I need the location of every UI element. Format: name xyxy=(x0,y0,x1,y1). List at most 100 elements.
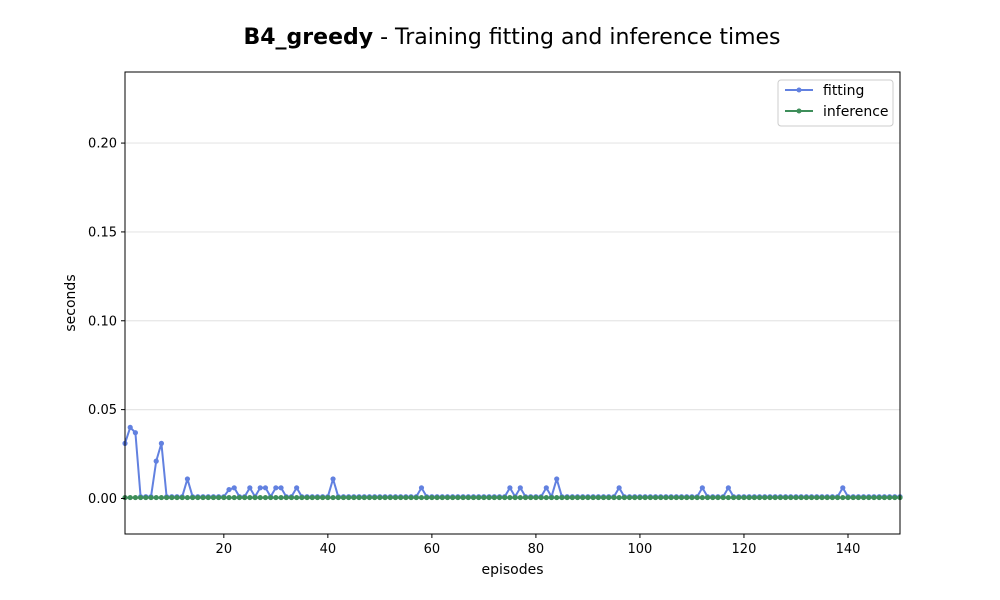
data-point-inference xyxy=(621,494,627,501)
data-point-inference xyxy=(600,494,607,501)
data-point-inference xyxy=(330,494,336,501)
data-point-inference xyxy=(782,494,789,501)
data-point-inference xyxy=(533,494,539,501)
data-point-inference xyxy=(819,494,825,501)
data-point-inference xyxy=(299,494,305,501)
data-point-inference xyxy=(252,494,258,501)
data-point-inference xyxy=(751,494,757,501)
series-fitting xyxy=(122,424,903,500)
data-point-inference xyxy=(616,494,622,501)
data-point-inference xyxy=(517,494,523,501)
data-point-inference xyxy=(387,494,393,501)
data-point-inference xyxy=(392,494,399,501)
data-point-inference xyxy=(585,494,591,501)
data-point-inference xyxy=(652,494,659,501)
data-point-fitting xyxy=(507,485,513,491)
data-point-fitting xyxy=(616,485,622,491)
plot-series xyxy=(122,424,903,501)
data-point-fitting xyxy=(418,485,425,491)
data-point-inference xyxy=(429,494,435,501)
data-point-fitting xyxy=(273,485,279,491)
data-point-fitting xyxy=(278,485,284,491)
data-point-fitting xyxy=(184,476,191,482)
data-point-inference xyxy=(283,494,289,501)
data-point-inference xyxy=(314,494,321,501)
data-point-inference xyxy=(829,494,835,501)
data-point-inference xyxy=(200,494,206,501)
data-point-inference xyxy=(704,494,711,501)
data-point-inference xyxy=(210,494,217,501)
data-point-inference xyxy=(642,494,648,501)
data-point-inference xyxy=(559,494,565,501)
y-tick-label: 0.20 xyxy=(88,137,117,152)
data-point-inference xyxy=(569,494,575,501)
legend-marker-inference xyxy=(796,108,802,114)
data-point-inference xyxy=(174,494,180,501)
data-point-inference xyxy=(626,494,633,501)
data-point-fitting xyxy=(262,485,269,491)
data-point-inference xyxy=(814,494,820,501)
data-point-inference xyxy=(268,494,274,501)
data-point-inference xyxy=(335,494,341,501)
data-point-inference xyxy=(408,494,414,501)
data-point-inference xyxy=(574,494,581,501)
data-point-inference xyxy=(730,494,737,501)
data-point-fitting xyxy=(127,424,133,430)
y-axis-label: seconds xyxy=(63,274,79,331)
data-point-inference xyxy=(788,494,794,501)
data-point-fitting xyxy=(543,485,549,491)
data-point-fitting xyxy=(132,430,138,436)
data-point-inference xyxy=(257,494,263,501)
data-point-inference xyxy=(346,494,352,501)
data-point-inference xyxy=(871,494,877,501)
data-point-inference xyxy=(496,494,503,501)
data-point-inference xyxy=(372,494,378,501)
data-point-inference xyxy=(860,494,867,501)
data-point-inference xyxy=(678,494,685,501)
data-point-inference xyxy=(762,494,768,501)
data-point-inference xyxy=(512,494,518,501)
data-point-inference xyxy=(164,494,170,501)
data-point-inference xyxy=(845,494,851,501)
chart-title-bold: B4_greedy xyxy=(243,25,373,50)
data-point-inference xyxy=(304,494,310,501)
x-tick-label: 40 xyxy=(320,542,337,557)
data-point-inference xyxy=(413,494,419,501)
plot-frame xyxy=(124,71,901,535)
data-point-fitting xyxy=(158,440,165,446)
data-point-fitting xyxy=(294,485,300,491)
x-tick-label: 80 xyxy=(528,542,545,557)
data-point-inference xyxy=(502,494,508,501)
data-point-inference xyxy=(455,494,461,501)
data-point-inference xyxy=(366,494,373,501)
data-point-inference xyxy=(611,494,617,501)
data-point-inference xyxy=(434,494,440,501)
data-point-inference xyxy=(590,494,596,501)
data-point-inference xyxy=(855,494,861,501)
data-point-inference xyxy=(190,494,196,501)
data-point-inference xyxy=(403,494,409,501)
data-point-inference xyxy=(356,494,362,501)
data-point-fitting xyxy=(226,486,232,493)
data-point-inference xyxy=(767,494,773,501)
grid-lines xyxy=(125,142,900,500)
data-point-inference xyxy=(148,494,154,501)
x-tick-label: 140 xyxy=(836,542,861,557)
legend-label-fitting: fitting xyxy=(823,83,864,99)
data-point-fitting xyxy=(330,476,336,482)
data-point-inference xyxy=(465,494,471,501)
data-point-fitting xyxy=(247,485,253,491)
data-point-inference xyxy=(450,494,456,501)
data-point-inference xyxy=(694,494,700,501)
data-point-inference xyxy=(195,494,201,501)
chart-title: B4_greedy - Training fitting and inferen… xyxy=(243,25,780,50)
data-point-fitting xyxy=(257,485,263,491)
data-point-inference xyxy=(377,494,383,501)
y-tick-label: 0.15 xyxy=(88,225,117,240)
data-point-inference xyxy=(803,494,809,501)
data-point-inference xyxy=(725,494,731,501)
series-line-fitting xyxy=(124,426,900,498)
data-point-inference xyxy=(554,494,560,501)
data-point-inference xyxy=(720,494,726,501)
data-point-inference xyxy=(491,494,497,501)
